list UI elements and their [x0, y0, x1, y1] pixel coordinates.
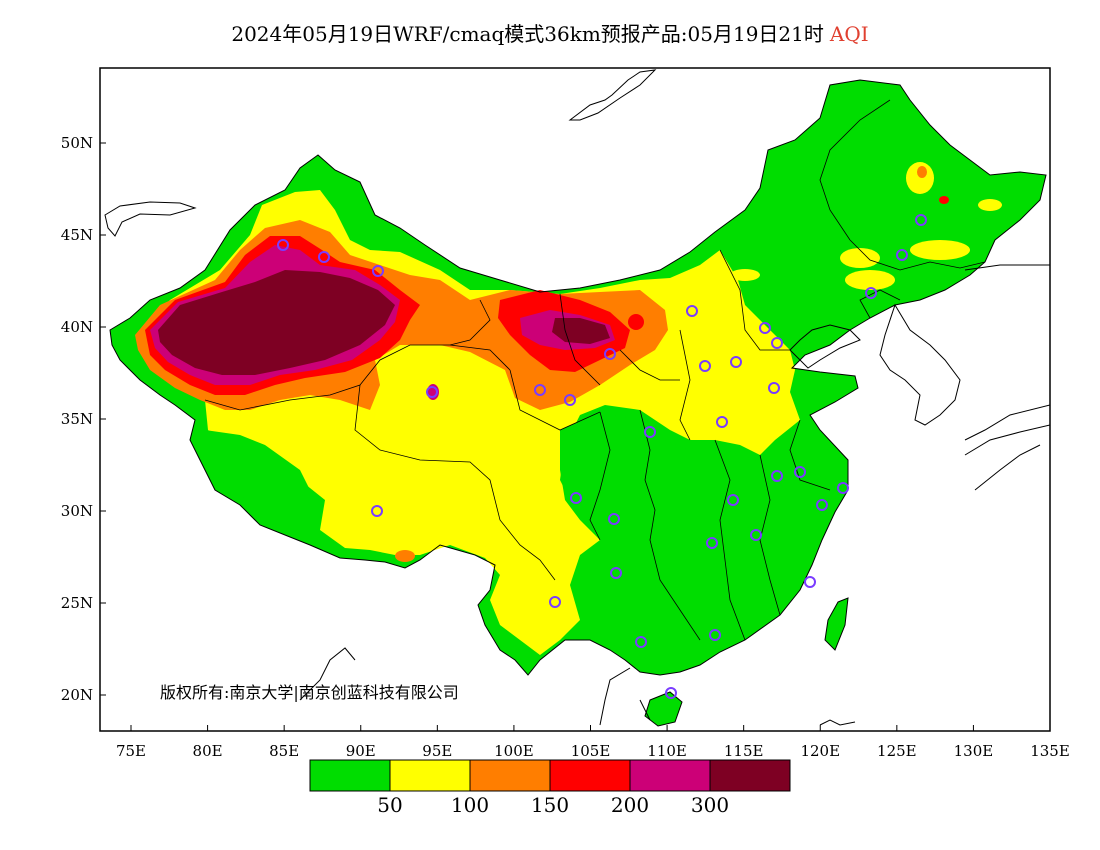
colorbar-swatch — [709, 759, 791, 792]
x-tick-label: 115E — [724, 742, 764, 760]
y-tick-label: 40N — [61, 318, 93, 336]
x-tick-label: 90E — [346, 742, 376, 760]
colorbar-swatch — [309, 759, 391, 792]
colorbar-label: 100 — [451, 793, 489, 817]
colorbar-label: 200 — [611, 793, 649, 817]
station-markers — [277, 214, 927, 699]
x-tick-label: 85E — [269, 742, 299, 760]
x-tick-label: 125E — [877, 742, 917, 760]
title-variable: AQI — [829, 22, 869, 46]
yellow-patch-ne-2 — [910, 240, 970, 260]
yellow-patch-ne-5 — [730, 269, 760, 281]
yellow-patch-ne-6 — [840, 248, 880, 268]
orange-patch-south — [395, 550, 415, 562]
copyright-text: 版权所有:南京大学|南京创蓝科技有限公司 — [160, 683, 459, 702]
x-tick-label: 80E — [193, 742, 223, 760]
x-tick-label: 100E — [494, 742, 534, 760]
colorbar-swatch — [469, 759, 551, 792]
aqi-colorbar: 50 100 150 200 300 — [309, 759, 791, 817]
x-tick-label: 135E — [1030, 742, 1070, 760]
x-tick-label: 105E — [571, 742, 611, 760]
y-axis: 50N 45N 40N 35N 30N 25N 20N — [61, 134, 106, 704]
y-tick-label: 50N — [61, 134, 93, 152]
colorbar-label: 150 — [531, 793, 569, 817]
colorbar-swatch — [389, 759, 471, 792]
taiwan-island — [824, 597, 849, 651]
neighbor-coastlines — [104, 69, 1050, 726]
hainan-island — [644, 691, 683, 727]
green-tibet-south — [205, 430, 315, 520]
colorbar-swatch — [629, 759, 711, 792]
colorbar-swatch — [549, 759, 631, 792]
x-tick-label: 120E — [800, 742, 840, 760]
yellow-patch-ne-1 — [906, 162, 934, 194]
map-content — [104, 69, 1050, 727]
y-tick-label: 30N — [61, 502, 93, 520]
colorbar-label: 300 — [691, 793, 729, 817]
maroon-region-ordos — [552, 318, 610, 344]
red-spot-inner-mongolia — [628, 314, 644, 330]
map-title: 2024年05月19日WRF/cmaq模式36km预报产品:05月19日21时 A… — [0, 18, 1100, 47]
x-tick-label: 75E — [116, 742, 146, 760]
y-tick-label: 20N — [61, 686, 93, 704]
yellow-patch-ne-3 — [845, 270, 895, 290]
colorbar-label: 50 — [377, 793, 402, 817]
x-tick-label: 130E — [954, 742, 994, 760]
yellow-patch-ne-4 — [978, 199, 1002, 211]
x-tick-label: 110E — [647, 742, 687, 760]
maroon-region-tarim — [158, 270, 395, 375]
title-main: 2024年05月19日WRF/cmaq模式36km预报产品:05月19日21时 — [231, 22, 824, 46]
orange-patch-ne — [917, 166, 927, 178]
x-tick-label: 95E — [422, 742, 452, 760]
china-border — [109, 79, 1047, 676]
y-tick-label: 45N — [61, 226, 93, 244]
y-tick-label: 35N — [61, 410, 93, 428]
province-boundaries — [204, 99, 986, 641]
red-patch-ne — [939, 196, 949, 204]
green-sichuan — [560, 412, 830, 660]
plot-frame — [99, 67, 1051, 732]
x-axis: 75E 80E 85E 90E 95E 100E 105E 110E 115E 120E 125E 1… — [116, 725, 1070, 760]
y-tick-label: 25N — [61, 594, 93, 612]
